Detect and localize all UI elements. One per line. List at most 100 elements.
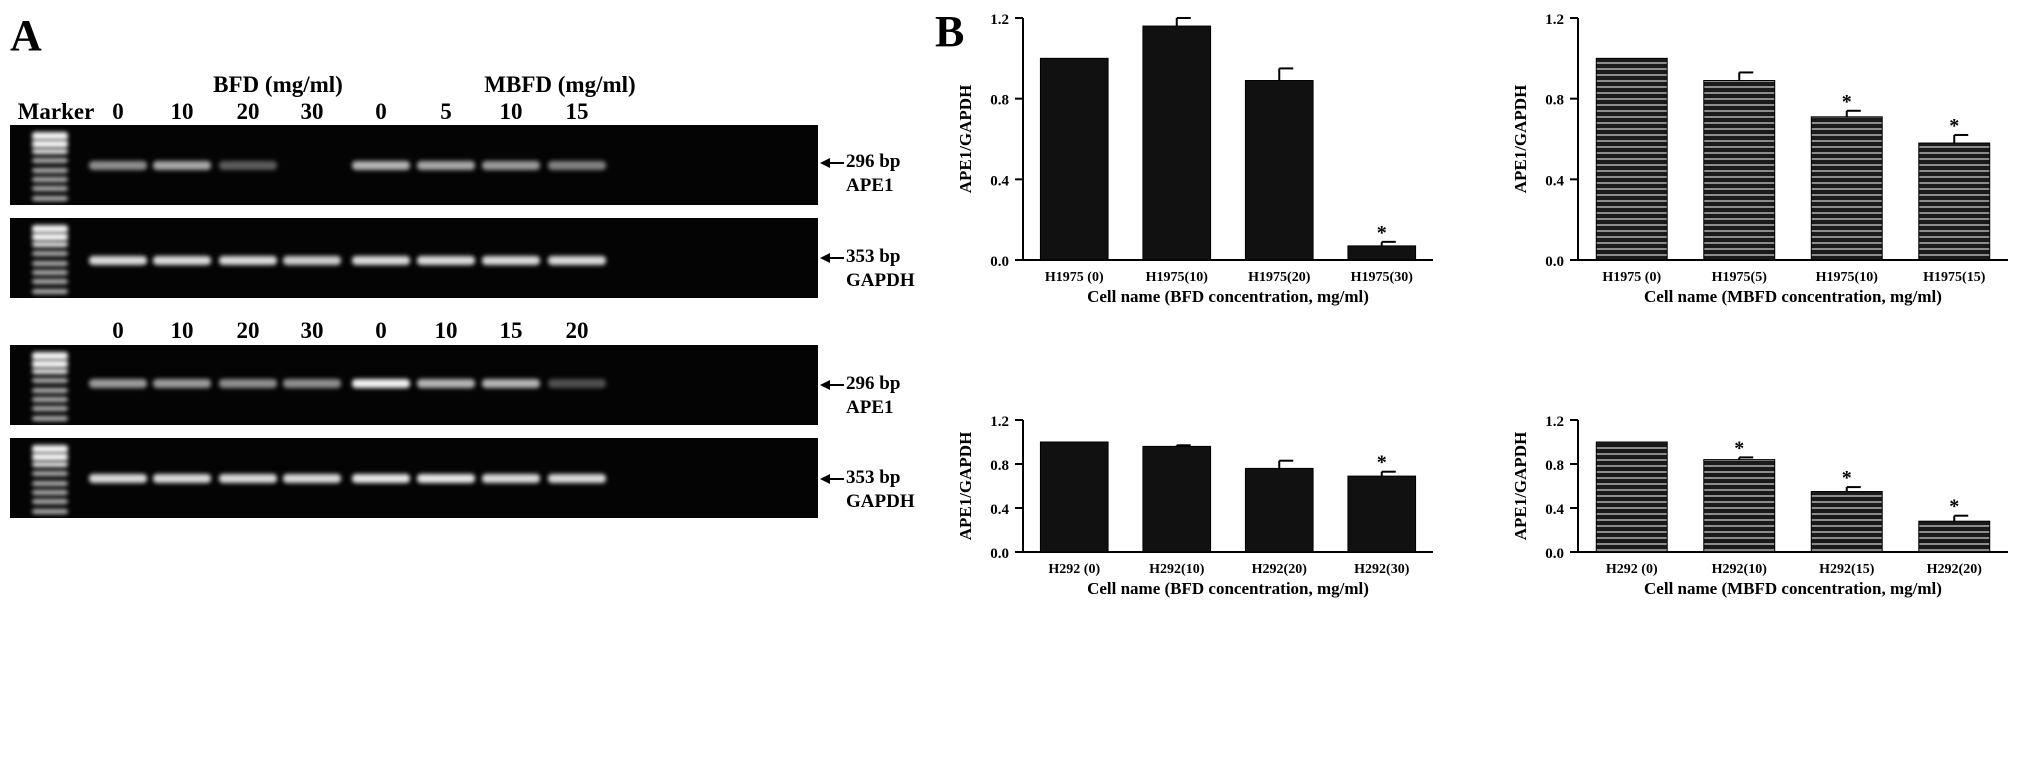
gel-band xyxy=(417,379,475,388)
marker-ladder xyxy=(32,352,68,421)
ladder-band xyxy=(32,196,68,201)
ape1-label: APE1 xyxy=(846,397,894,418)
gel-band xyxy=(482,379,540,388)
gel-band xyxy=(283,256,341,265)
bar xyxy=(1703,80,1776,261)
ladder-band xyxy=(32,378,68,383)
bar xyxy=(1347,475,1417,553)
top-lane-label: 20 xyxy=(236,99,260,124)
category-label: H1975(5) xyxy=(1712,270,1768,285)
ladder-band xyxy=(32,242,68,247)
gapdh-label: GAPDH xyxy=(846,491,915,512)
ape1-bp-label: 296 bp xyxy=(846,151,901,172)
bottom-lane-label: 30 xyxy=(300,318,324,343)
marker-ladder xyxy=(32,225,68,294)
ladder-band xyxy=(32,453,68,461)
ladder-band xyxy=(32,233,68,241)
gel-band xyxy=(283,474,341,483)
y-tick-label: 0.8 xyxy=(990,93,1009,109)
gel-band xyxy=(352,379,410,388)
y-tick-label: 0.8 xyxy=(1545,93,1564,109)
annotation-gapdh-bottom: 353 bp GAPDH xyxy=(820,466,915,514)
x-axis-label: Cell name (MBFD concentration, mg/ml) xyxy=(1644,287,1942,306)
gel-ape1-bottom xyxy=(10,345,818,425)
bar xyxy=(1347,245,1417,261)
gel-band xyxy=(352,161,410,170)
bar xyxy=(1142,445,1212,553)
ladder-band xyxy=(32,279,68,284)
ladder-band xyxy=(32,270,68,275)
y-tick-label: 0.0 xyxy=(990,546,1009,562)
significance-mark: * xyxy=(1377,222,1387,244)
bar xyxy=(1244,80,1314,261)
arrow-icon xyxy=(820,157,844,168)
y-tick-label: 0.4 xyxy=(1545,502,1564,518)
panel-a-letter: A xyxy=(10,11,42,60)
bar xyxy=(1142,25,1212,261)
arrow-icon xyxy=(820,379,844,390)
gel-band xyxy=(153,379,211,388)
y-axis-label: APE1/GAPDH xyxy=(1511,432,1530,541)
gel-band xyxy=(219,379,277,388)
bar xyxy=(1244,467,1314,553)
mbfd-header: MBFD (mg/ml) xyxy=(484,72,636,97)
category-label: H1975(10) xyxy=(1146,270,1209,285)
bar xyxy=(1039,57,1109,261)
ladder-band xyxy=(32,406,68,411)
bottom-lane-label: 15 xyxy=(499,318,523,343)
arrow-icon xyxy=(820,252,844,263)
bar xyxy=(1595,57,1668,261)
bar-chart-h292-bfd: 0.0 0.4 0.8 1.2 APE1/GAPDH H292 (0) H292(10) H2… xyxy=(956,414,1433,598)
ladder-band xyxy=(32,499,68,504)
y-tick-label: 0.4 xyxy=(990,173,1009,189)
gel-band xyxy=(219,161,277,170)
category-label: H1975(15) xyxy=(1923,270,1986,285)
category-label: H292(10) xyxy=(1712,562,1768,577)
y-axis-label: APE1/GAPDH xyxy=(956,85,975,194)
category-label: H1975 (0) xyxy=(1045,270,1104,285)
top-lane-label: 10 xyxy=(170,99,194,124)
bottom-lane-label: 20 xyxy=(565,318,589,343)
gel-band xyxy=(219,256,277,265)
ladder-band xyxy=(32,445,68,453)
annotation-ape1-top: 296 bp APE1 xyxy=(820,150,901,198)
gel-band xyxy=(89,379,147,388)
bar xyxy=(1918,142,1991,261)
category-label: H292(10) xyxy=(1149,562,1205,577)
x-axis-label: Cell name (BFD concentration, mg/ml) xyxy=(1087,287,1369,306)
gel-ape1-top xyxy=(10,125,818,205)
gel-band xyxy=(283,379,341,388)
ape1-bp-label: 296 bp xyxy=(846,373,901,394)
gel-band xyxy=(89,256,147,265)
gel-band xyxy=(352,256,410,265)
category-label: H1975 (0) xyxy=(1602,270,1661,285)
y-axis-label: APE1/GAPDH xyxy=(1511,85,1530,194)
gel-band xyxy=(417,474,475,483)
significance-mark: * xyxy=(1949,496,1959,518)
x-axis-label: Cell name (MBFD concentration, mg/ml) xyxy=(1644,579,1942,598)
bottom-lane-label: 0 xyxy=(375,318,387,343)
category-label: H292(30) xyxy=(1354,562,1410,577)
ladder-band xyxy=(32,369,68,374)
gel-band xyxy=(482,256,540,265)
marker-ladder xyxy=(32,445,68,514)
category-label: H1975(20) xyxy=(1248,270,1311,285)
gel-band xyxy=(482,161,540,170)
ladder-band xyxy=(32,177,68,182)
ladder-band xyxy=(32,158,68,163)
ladder-band xyxy=(32,261,68,266)
ladder-band xyxy=(32,289,68,294)
annotation-ape1-bottom: 296 bp APE1 xyxy=(820,372,901,420)
bar xyxy=(1810,116,1883,261)
y-tick-label: 1.2 xyxy=(1545,12,1564,28)
bar xyxy=(1703,459,1776,553)
gel-band xyxy=(89,161,147,170)
arrow-icon xyxy=(820,473,844,484)
ladder-band xyxy=(32,462,68,467)
bottom-lane-label: 20 xyxy=(236,318,260,343)
marker-label: Marker xyxy=(17,99,95,124)
ladder-band xyxy=(32,140,68,148)
ladder-band xyxy=(32,416,68,421)
ladder-band xyxy=(32,397,68,402)
annotation-gapdh-top: 353 bp GAPDH xyxy=(820,245,915,293)
